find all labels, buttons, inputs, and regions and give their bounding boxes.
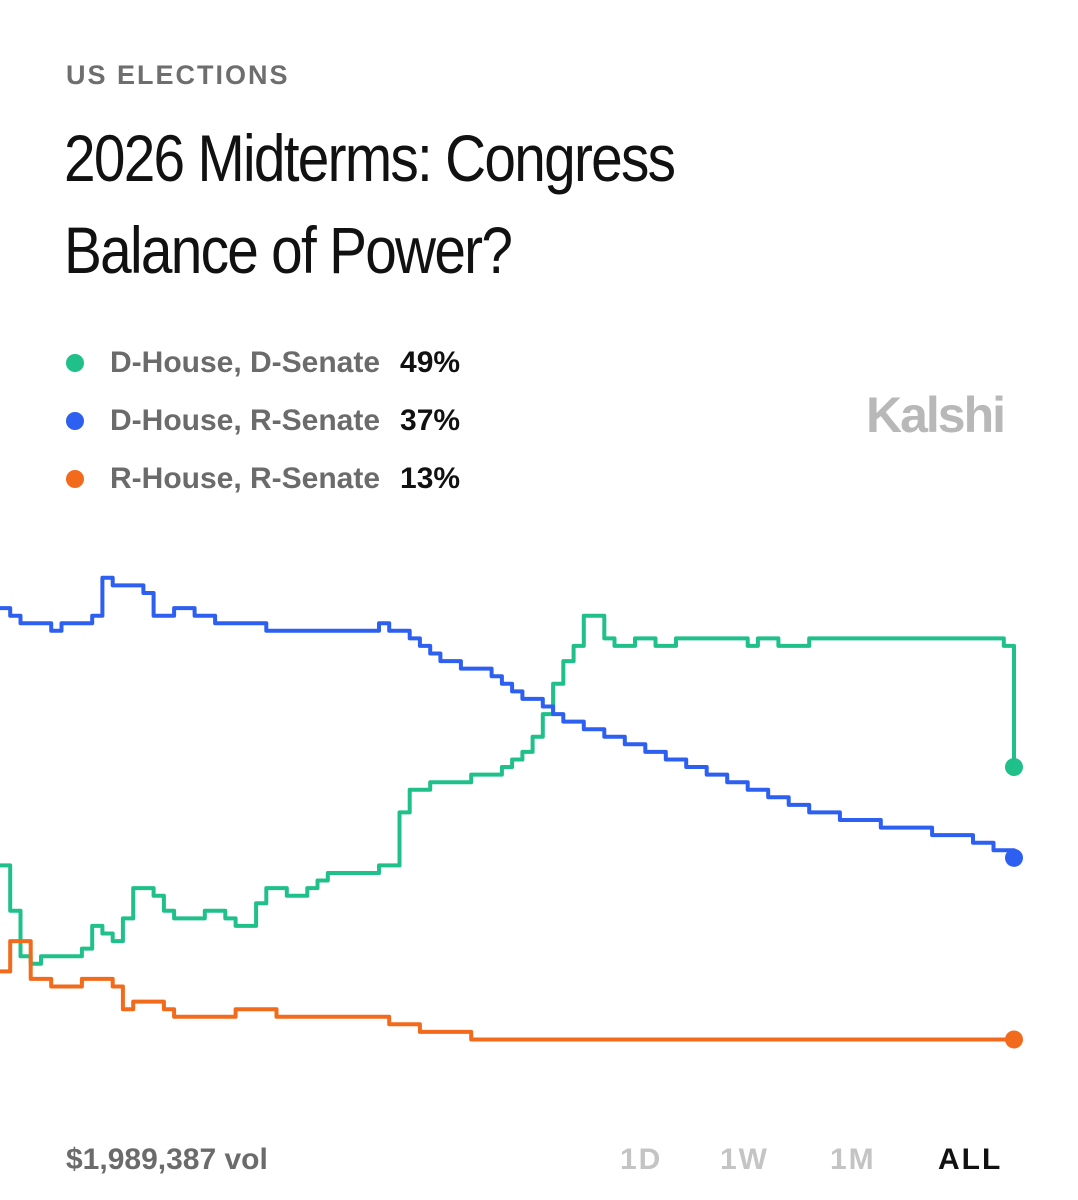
range-1m-button[interactable]: 1M <box>830 1143 876 1176</box>
legend-item-rr[interactable]: R-House, R-Senate 13% <box>66 450 460 508</box>
page-title: 2026 Midterms: Congress Balance of Power… <box>64 121 676 287</box>
legend: D-House, D-Senate 49% D-House, R-Senate … <box>66 334 460 508</box>
series-line-2 <box>0 939 1014 1042</box>
legend-label: D-House, D-Senate <box>110 346 381 379</box>
legend-value: 49% <box>400 346 461 379</box>
range-1w-button[interactable]: 1W <box>720 1143 769 1176</box>
series-endpoint-2 <box>1005 1030 1023 1049</box>
range-1d-button[interactable]: 1D <box>620 1143 663 1176</box>
series-line-0 <box>0 613 1016 966</box>
legend-label: R-House, R-Senate <box>110 462 381 495</box>
time-range-selector: 1D 1W 1M ALL <box>620 1143 1020 1183</box>
series-color-dot <box>66 354 84 372</box>
series-line-1 <box>0 575 1016 858</box>
legend-value: 37% <box>400 404 461 437</box>
range-all-button[interactable]: ALL <box>938 1143 1003 1176</box>
series-endpoint-1 <box>1005 848 1023 867</box>
legend-item-dr[interactable]: D-House, R-Senate 37% <box>66 392 460 450</box>
series-color-dot <box>66 470 84 488</box>
line-chart <box>0 575 1023 1049</box>
legend-value: 13% <box>400 462 461 495</box>
volume-label: $1,989,387 vol <box>66 1143 268 1176</box>
legend-label: D-House, R-Senate <box>110 404 381 437</box>
series-endpoint-0 <box>1005 758 1023 777</box>
brand-logo: Kalshi <box>866 387 1006 443</box>
legend-item-dd[interactable]: D-House, D-Senate 49% <box>66 334 460 392</box>
series-color-dot <box>66 412 84 430</box>
category-label: US ELECTIONS <box>66 60 290 90</box>
